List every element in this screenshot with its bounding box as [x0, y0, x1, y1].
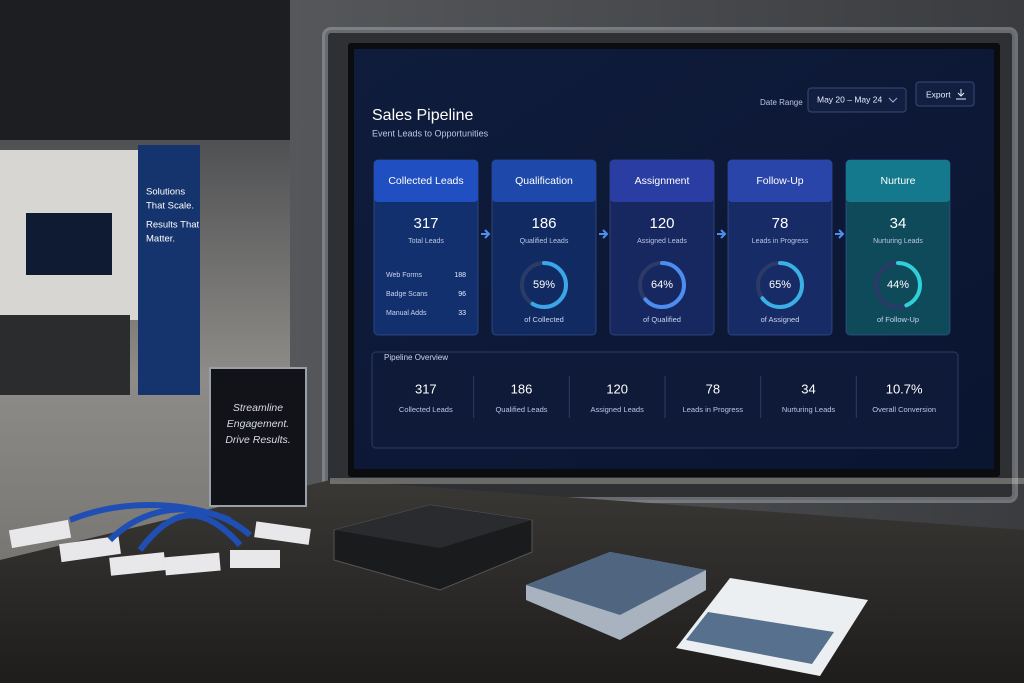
badge	[59, 535, 121, 563]
flow-arrow	[717, 229, 727, 239]
badge	[109, 552, 166, 576]
ring-percent: 65%	[769, 279, 791, 291]
stage-count-label: Total Leads	[408, 238, 444, 245]
overview-value: 78	[706, 381, 720, 396]
overview-value: 34	[801, 381, 815, 396]
stage-card[interactable]: Collected Leads 317 Total Leads Web Forms 18…	[373, 159, 479, 336]
breakdown-value: 188	[454, 272, 466, 279]
sign-text: Streamline Engagement. Drive Results.	[225, 402, 290, 446]
brochure-top	[526, 552, 706, 615]
badge	[164, 552, 221, 576]
export-icon	[956, 89, 966, 100]
light-strip	[330, 478, 1024, 484]
ring-percent: 64%	[651, 279, 673, 291]
stage-count: 78	[772, 215, 789, 232]
overview-value: 186	[511, 381, 533, 396]
overview-label: Leads in Progress	[683, 405, 744, 414]
stage-header	[610, 160, 714, 202]
stage-card[interactable]: Qualification 186 Qualified Leads 59% of Col…	[491, 159, 597, 336]
ring-progress	[756, 261, 804, 309]
stage-count: 34	[890, 215, 907, 232]
ceiling	[0, 0, 290, 140]
booth-tv	[26, 213, 112, 275]
ring-percent: 59%	[533, 279, 555, 291]
stage-count-label: Qualified Leads	[520, 238, 569, 245]
stage-header	[492, 160, 596, 202]
ring-caption: of Assigned	[761, 315, 800, 324]
export-button[interactable]	[915, 81, 975, 107]
stage-count: 120	[649, 215, 674, 232]
export-label: Export	[926, 89, 951, 99]
ring-caption: of Qualified	[643, 315, 681, 324]
badges	[8, 502, 311, 576]
ring-progress	[638, 261, 686, 309]
sign-line: Drive Results.	[225, 434, 290, 446]
flow-arrow	[599, 229, 609, 239]
breakdown-value: 96	[458, 291, 466, 298]
overview-value: 10.7%	[886, 381, 923, 396]
dashboard: Sales Pipeline Event Leads to Opportunit…	[371, 81, 975, 449]
overview-value: 120	[606, 381, 628, 396]
breakdown-value: 33	[458, 310, 466, 317]
stage-count-label: Assigned Leads	[637, 238, 687, 245]
overview-label: Qualified Leads	[495, 405, 547, 414]
banner-text: Solutions That Scale. Results That Matter.	[146, 187, 200, 245]
banner-line: Solutions	[146, 187, 185, 198]
overview-title: Pipeline Overview	[384, 353, 448, 362]
overview-value: 317	[415, 381, 437, 396]
breakdown-label: Manual Adds	[386, 310, 427, 317]
booth-banner	[138, 145, 200, 395]
ring-percent: 44%	[887, 279, 909, 291]
banner-line: That Scale.	[146, 201, 194, 212]
badge	[230, 550, 280, 568]
overview-label: Assigned Leads	[590, 405, 644, 414]
dashboard-subtitle: Event Leads to Opportunities	[372, 128, 489, 138]
lanyards	[68, 502, 252, 552]
breakdown-label: Badge Scans	[386, 291, 428, 298]
dashboard-title: Sales Pipeline	[372, 107, 474, 124]
date-range-label: Date Range	[760, 98, 803, 107]
acrylic-sign	[209, 367, 307, 507]
folder-top	[334, 505, 532, 548]
sign-line: Streamline	[233, 402, 283, 414]
brochure-image	[686, 612, 834, 664]
stage-card[interactable]: Nurture 34 Nurturing Leads 44% of Follow-Up	[845, 159, 951, 336]
stage-name: Collected Leads	[388, 175, 463, 187]
folders	[333, 504, 868, 676]
date-range-value: May 20 – May 24	[817, 94, 882, 104]
sign-line: Engagement.	[227, 418, 289, 430]
stage-count-label: Nurturing Leads	[873, 238, 923, 245]
overview-label: Overall Conversion	[872, 405, 936, 414]
badge	[254, 521, 311, 545]
date-range-dropdown[interactable]	[807, 87, 907, 113]
stage-count: 186	[531, 215, 556, 232]
stage-name: Follow-Up	[756, 175, 803, 187]
ring-caption: of Collected	[524, 315, 564, 324]
stage-name: Qualification	[515, 175, 573, 187]
badge	[8, 519, 72, 549]
stage-name: Assignment	[635, 175, 690, 187]
overview-label: Nurturing Leads	[782, 405, 836, 414]
flow-arrow	[835, 229, 845, 239]
stage-card[interactable]: Follow-Up 78 Leads in Progress 65% of Assign…	[727, 159, 833, 336]
ring-progress	[874, 261, 922, 309]
booth-counter	[0, 315, 130, 395]
flow-arrow	[481, 229, 491, 239]
stage-card[interactable]: Assignment 120 Assigned Leads 64% of Qualifi…	[609, 159, 715, 336]
breakdown-label: Web Forms	[386, 272, 423, 279]
banner-line: Results That	[146, 220, 200, 231]
stage-count-label: Leads in Progress	[752, 238, 809, 245]
dropdown-chevron	[888, 97, 898, 103]
banner-line: Matter.	[146, 234, 175, 245]
stage-header	[374, 160, 478, 202]
stage-header	[728, 160, 832, 202]
ring-caption: of Follow-Up	[877, 315, 919, 324]
stage-name: Nurture	[880, 175, 915, 187]
ring-progress	[520, 261, 568, 309]
overview-label: Collected Leads	[399, 405, 453, 414]
stage-count: 317	[413, 215, 438, 232]
stage-header	[846, 160, 950, 202]
